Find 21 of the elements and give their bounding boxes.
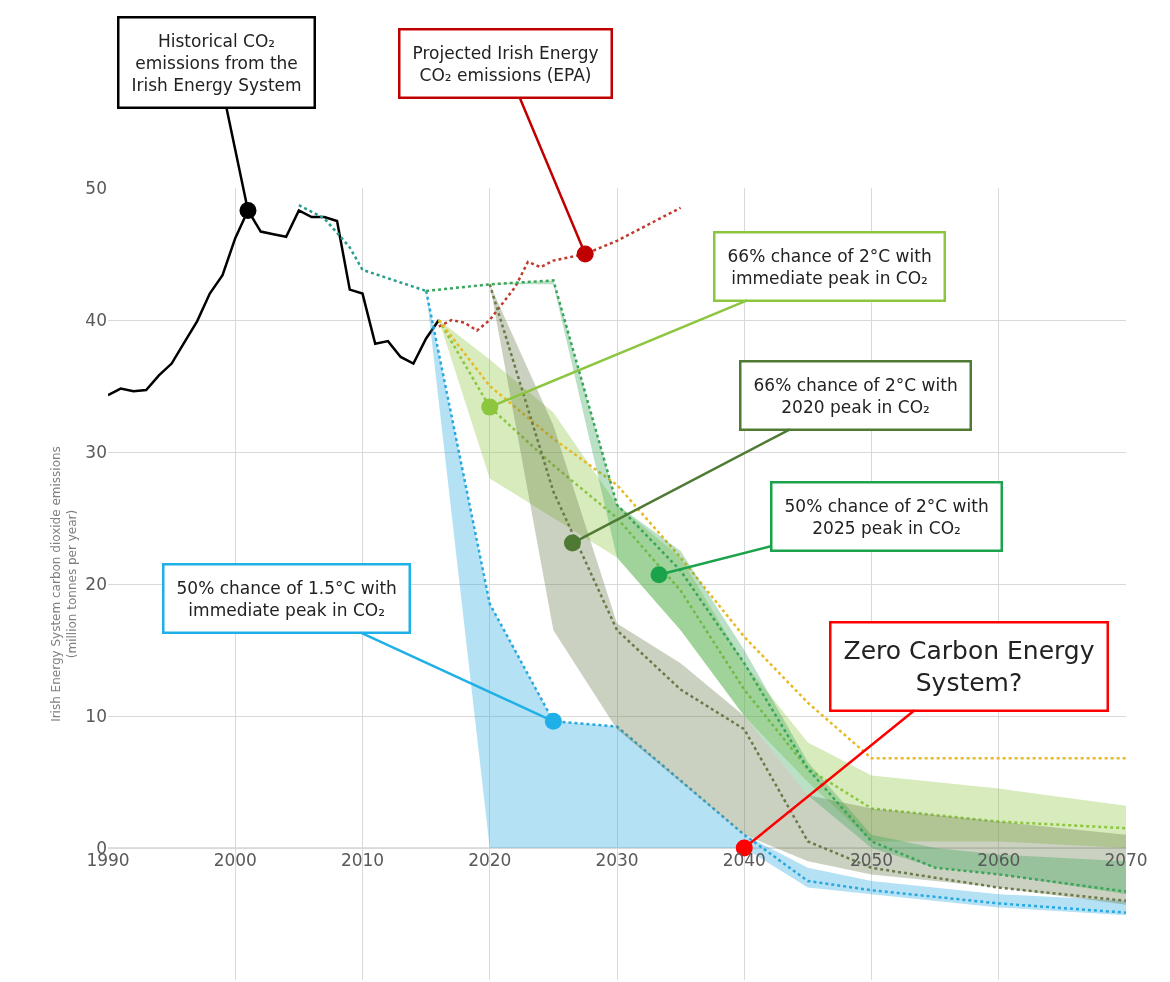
x-tick-label: 2010 [340,850,385,870]
y-tick-label: 30 [85,441,107,462]
y-tick-label: 40 [85,309,107,330]
x-tick-label: 2020 [468,850,512,870]
x-tick-label: 2040 [722,850,766,870]
y-tick-label: 10 [85,705,107,726]
x-tick-label: 2070 [1104,850,1148,870]
x-tick-label: 2030 [595,850,639,870]
annotation: 66% chance of 2°C with immediate peak in CO₂ [727,245,932,288]
x-tick-label: 2000 [213,850,257,870]
y-tick-label: 20 [85,573,107,594]
annotation: Projected Irish Energy CO₂ emissions (EPA) [412,42,599,85]
annotation: 66% chance of 2°C with 2020 peak in CO₂ [753,374,958,417]
x-tick-label: 2060 [977,850,1021,870]
x-tick-label: 2050 [849,850,894,870]
annotation: 50% chance of 2°C with 2025 peak in CO₂ [784,495,989,538]
y-tick-label: 50 [85,177,107,198]
annotation: 50% chance of 1.5°C with immediate peak in CO₂ [176,577,397,620]
y-axis-title: Irish Energy System carbon dioxide emissions (million tonnes per year) [49,446,79,722]
annotation: Historical CO₂ emissions from the Irish Energy System [131,30,302,95]
annotation: Zero Carbon Energy System? [843,635,1095,697]
